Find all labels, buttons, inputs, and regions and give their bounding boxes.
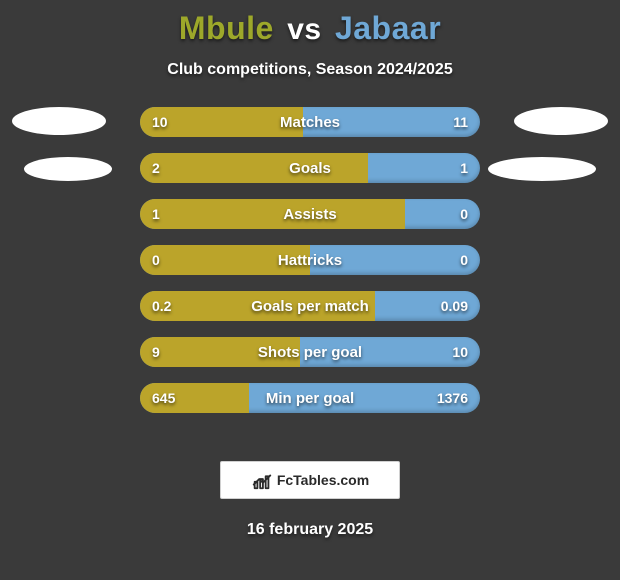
- stat-bar: 6451376Min per goal: [140, 383, 480, 413]
- player2-badge-top: [514, 107, 608, 135]
- player2-badge-bottom: [488, 157, 596, 181]
- stat-bar: 10Assists: [140, 199, 480, 229]
- stat-label: Hattricks: [140, 245, 480, 275]
- stat-bar: 1011Matches: [140, 107, 480, 137]
- chart-icon: [251, 469, 273, 491]
- player1-name: Mbule: [179, 10, 274, 46]
- comparison-card: Mbule vs Jabaar Club competitions, Seaso…: [0, 0, 620, 580]
- brand-text: FcTables.com: [277, 472, 369, 488]
- date-text: 16 february 2025: [0, 521, 620, 539]
- subtitle: Club competitions, Season 2024/2025: [0, 61, 620, 79]
- player1-badge-bottom: [24, 157, 112, 181]
- title-row: Mbule vs Jabaar: [0, 0, 620, 47]
- stat-bar: 0.20.09Goals per match: [140, 291, 480, 321]
- stat-bar: 910Shots per goal: [140, 337, 480, 367]
- stat-label: Min per goal: [140, 383, 480, 413]
- player2-name: Jabaar: [335, 10, 441, 46]
- brand-box: FcTables.com: [220, 461, 400, 499]
- stat-bar: 00Hattricks: [140, 245, 480, 275]
- stat-label: Assists: [140, 199, 480, 229]
- stat-bar: 21Goals: [140, 153, 480, 183]
- stat-label: Matches: [140, 107, 480, 137]
- stat-label: Goals per match: [140, 291, 480, 321]
- player1-badge-top: [12, 107, 106, 135]
- stat-label: Shots per goal: [140, 337, 480, 367]
- stats-stage: 1011Matches 21Goals 10Assists 00Hattricks 0.…: [0, 107, 620, 447]
- stat-label: Goals: [140, 153, 480, 183]
- vs-text: vs: [287, 13, 321, 46]
- stat-bars: 1011Matches 21Goals 10Assists 00Hattricks 0.…: [140, 107, 480, 429]
